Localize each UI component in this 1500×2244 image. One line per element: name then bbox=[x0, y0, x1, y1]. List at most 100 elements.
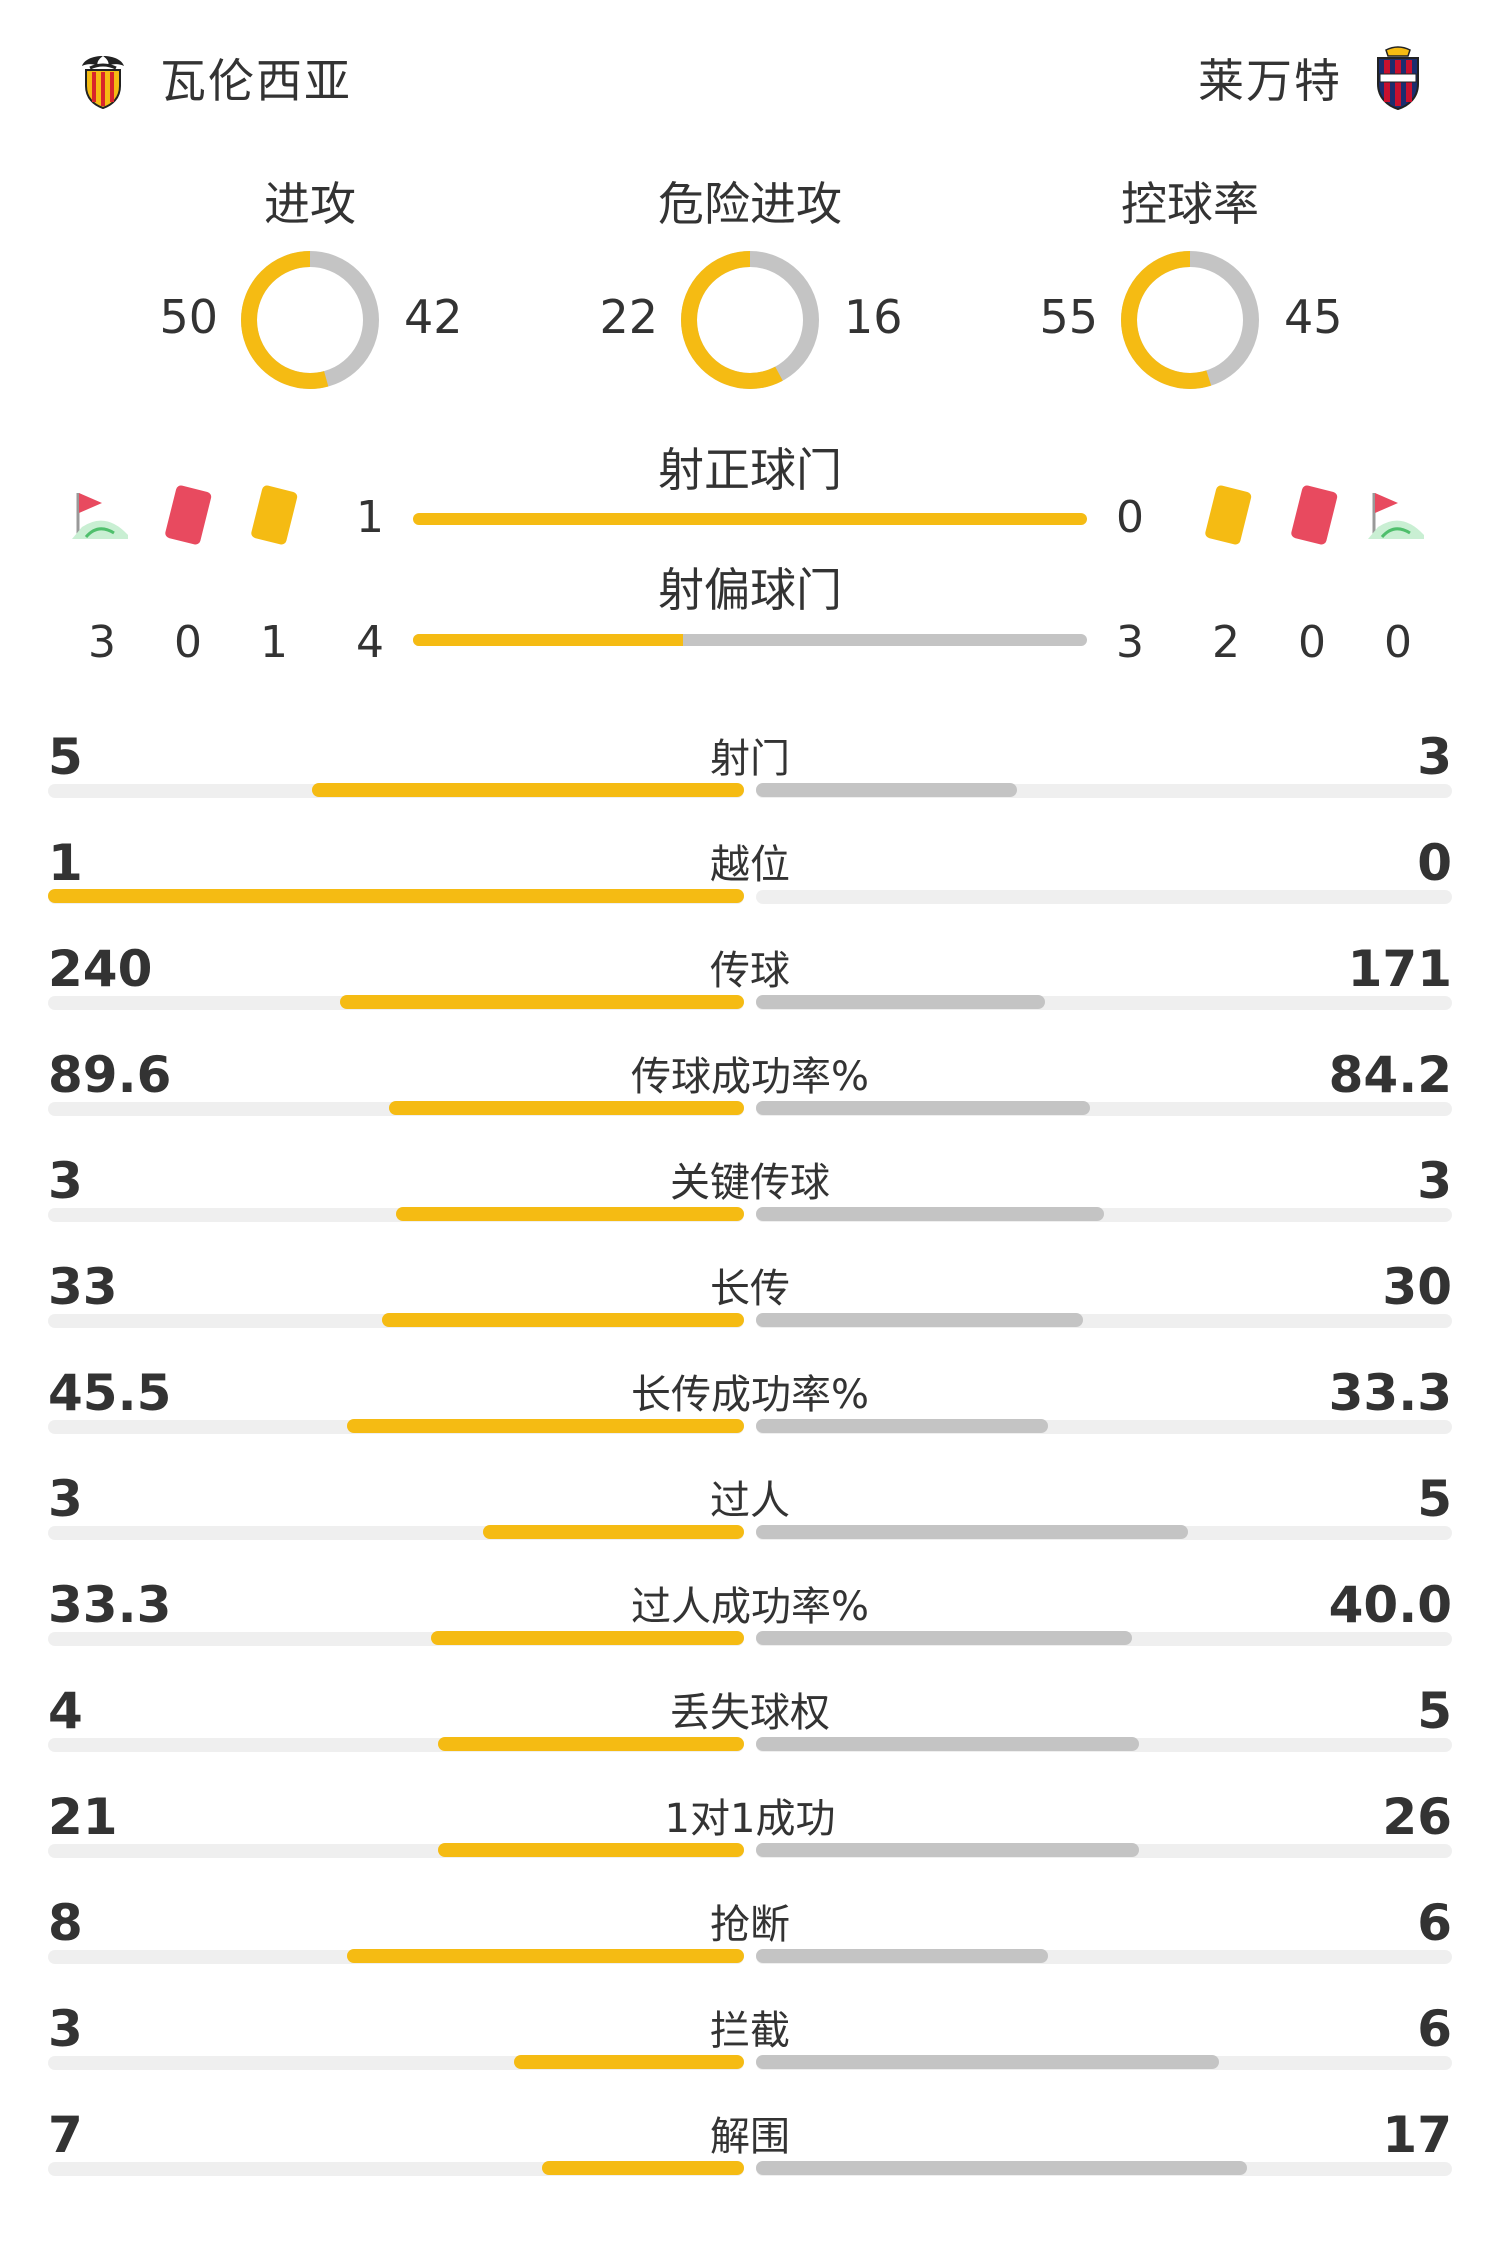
home-team-logo[interactable] bbox=[78, 48, 128, 110]
stat-home-track bbox=[48, 2056, 744, 2070]
stat-home-bar bbox=[431, 1631, 744, 1645]
away-team-logo[interactable] bbox=[1372, 44, 1424, 111]
stat-away-value: 3 bbox=[1417, 728, 1452, 786]
stat-home-track bbox=[48, 1314, 744, 1328]
stat-row-interceptions: 3 拦截 6 bbox=[48, 1978, 1452, 2084]
stat-home-track bbox=[48, 1102, 744, 1116]
shots-off-target-home: 4 bbox=[356, 617, 384, 668]
levante-crest-icon bbox=[1377, 46, 1419, 111]
shots-off-target-away: 3 bbox=[1116, 617, 1144, 668]
stat-home-track bbox=[48, 784, 744, 798]
stat-row-dribbles: 3 过人 5 bbox=[48, 1448, 1452, 1554]
stat-away-bar bbox=[756, 1101, 1090, 1115]
stat-home-bar bbox=[389, 1101, 744, 1115]
stat-row-offsides: 1 越位 0 bbox=[48, 812, 1452, 918]
away-team-name[interactable]: 莱万特 bbox=[1198, 54, 1342, 108]
stat-away-track bbox=[756, 1632, 1452, 1646]
ring-home-value-attack: 50 bbox=[159, 290, 218, 344]
home-corner-icon bbox=[70, 487, 132, 549]
home-red-card-icon bbox=[160, 484, 216, 552]
stat-home-bar bbox=[514, 2055, 744, 2069]
stat-home-track bbox=[48, 1844, 744, 1858]
stat-row-long-balls: 33 长传 30 bbox=[48, 1236, 1452, 1342]
stat-row-pass-accuracy: 89.6 传球成功率% 84.2 bbox=[48, 1024, 1452, 1130]
stat-away-track bbox=[756, 1738, 1452, 1752]
home-yellow-cards-count: 1 bbox=[260, 617, 288, 668]
stat-away-bar bbox=[756, 1419, 1048, 1433]
stat-home-value: 89.6 bbox=[48, 1046, 172, 1104]
stat-label: 长传成功率% bbox=[630, 1372, 869, 1418]
stat-label: 过人成功率% bbox=[630, 1584, 869, 1630]
ring-home-value-dangerous-attack: 22 bbox=[599, 290, 658, 344]
away-yellow-card-icon bbox=[1200, 484, 1256, 552]
stat-home-value: 21 bbox=[48, 1788, 118, 1846]
ring-away-value-dangerous-attack: 16 bbox=[844, 290, 903, 344]
away-red-cards-count: 0 bbox=[1298, 617, 1326, 668]
stat-away-value: 33.3 bbox=[1328, 1364, 1452, 1422]
stat-row-duels-won: 21 1对1成功 26 bbox=[48, 1766, 1452, 1872]
stat-away-value: 17 bbox=[1382, 2106, 1452, 2164]
stat-home-value: 5 bbox=[48, 728, 83, 786]
home-red-cards-count: 0 bbox=[174, 617, 202, 668]
stat-row-shots: 5 射门 3 bbox=[48, 706, 1452, 812]
stat-home-value: 45.5 bbox=[48, 1364, 172, 1422]
stat-home-bar bbox=[48, 889, 744, 903]
away-corner-icon bbox=[1366, 487, 1428, 549]
stat-home-value: 1 bbox=[48, 834, 83, 892]
stat-away-value: 6 bbox=[1417, 1894, 1452, 1952]
stat-home-value: 3 bbox=[48, 1470, 83, 1528]
stat-away-bar bbox=[756, 995, 1045, 1009]
home-yellow-card-icon bbox=[246, 484, 302, 552]
stat-away-track bbox=[756, 1208, 1452, 1222]
ring-chart-dangerous-attack bbox=[680, 250, 820, 390]
stat-home-value: 8 bbox=[48, 1894, 83, 1952]
stat-away-value: 6 bbox=[1417, 2000, 1452, 2058]
ring-away-value-attack: 42 bbox=[404, 290, 463, 344]
stat-row-dribble-success: 33.3 过人成功率% 40.0 bbox=[48, 1554, 1452, 1660]
stat-home-value: 7 bbox=[48, 2106, 83, 2164]
stat-label: 关键传球 bbox=[670, 1160, 830, 1206]
stat-home-bar bbox=[340, 995, 744, 1009]
stat-home-bar bbox=[347, 1949, 744, 1963]
stat-home-bar bbox=[483, 1525, 744, 1539]
stat-away-track bbox=[756, 1314, 1452, 1328]
stat-away-bar bbox=[756, 1631, 1132, 1645]
stat-home-value: 4 bbox=[48, 1682, 83, 1740]
stat-home-value: 3 bbox=[48, 2000, 83, 2058]
ring-fill-possession bbox=[1121, 251, 1259, 389]
shots-on-target-label: 射正球门 bbox=[658, 443, 842, 497]
ring-chart-attack bbox=[240, 250, 380, 390]
home-team-name[interactable]: 瓦伦西亚 bbox=[160, 54, 352, 108]
stat-home-track bbox=[48, 890, 744, 904]
stat-label: 传球成功率% bbox=[630, 1054, 869, 1100]
stat-home-bar bbox=[312, 783, 744, 797]
stat-home-track bbox=[48, 1420, 744, 1434]
stat-away-track bbox=[756, 996, 1452, 1010]
away-corners-count: 0 bbox=[1384, 617, 1412, 668]
shots-on-target-home: 1 bbox=[356, 492, 384, 543]
stat-home-track bbox=[48, 1208, 744, 1222]
stat-home-bar bbox=[438, 1737, 744, 1751]
shots-off-target-bar bbox=[413, 634, 1087, 646]
stat-label: 过人 bbox=[710, 1478, 790, 1524]
stat-label: 越位 bbox=[710, 842, 790, 888]
stat-away-track bbox=[756, 890, 1452, 904]
stat-away-track bbox=[756, 1950, 1452, 1964]
stat-label: 拦截 bbox=[710, 2008, 790, 2054]
shots-on-target-home-fill bbox=[413, 513, 1087, 525]
ring-fill-dangerous-attack bbox=[681, 251, 819, 389]
stat-label: 射门 bbox=[710, 736, 790, 782]
stat-row-possession-lost: 4 丢失球权 5 bbox=[48, 1660, 1452, 1766]
stat-away-track bbox=[756, 1844, 1452, 1858]
stat-label: 丢失球权 bbox=[670, 1690, 830, 1736]
stat-away-value: 5 bbox=[1417, 1682, 1452, 1740]
stat-away-bar bbox=[756, 1525, 1188, 1539]
stat-away-bar bbox=[756, 1737, 1139, 1751]
away-red-card-icon bbox=[1286, 484, 1342, 552]
shots-off-target-label: 射偏球门 bbox=[658, 563, 842, 617]
ring-away-value-possession: 45 bbox=[1284, 290, 1343, 344]
stat-away-bar bbox=[756, 2055, 1219, 2069]
stat-home-track bbox=[48, 1738, 744, 1752]
stat-away-track bbox=[756, 1102, 1452, 1116]
valencia-crest-icon bbox=[82, 56, 124, 110]
